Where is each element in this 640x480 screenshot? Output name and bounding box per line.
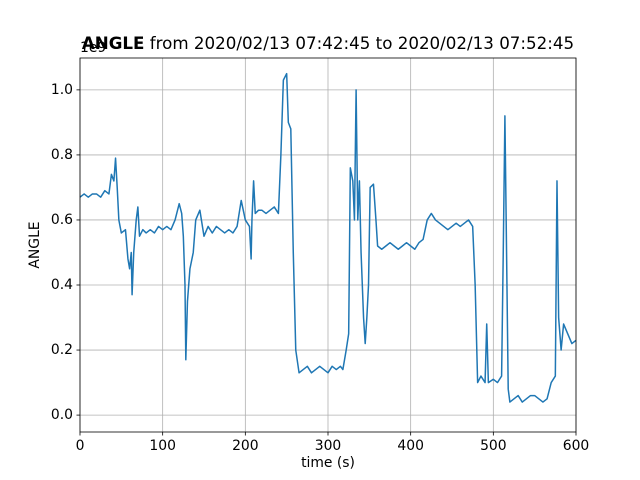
x-tick-label: 200 xyxy=(232,438,259,454)
data-line xyxy=(79,72,577,403)
y-tick-label: 0.6 xyxy=(51,212,73,228)
x-tick-label: 400 xyxy=(397,438,424,454)
x-tick-label: 0 xyxy=(76,438,85,454)
x-tick-label: 600 xyxy=(563,438,590,454)
title-bold: ANGLE xyxy=(82,33,145,53)
x-tick-label: 100 xyxy=(149,438,176,454)
plot-layer xyxy=(79,72,577,403)
x-tick-label: 300 xyxy=(315,438,342,454)
y-axis-label: ANGLE xyxy=(27,221,43,268)
y-tick-label: 0.0 xyxy=(51,407,73,423)
x-axis-label: time (s) xyxy=(301,455,355,471)
y-tick-label: 1.0 xyxy=(51,82,73,98)
x-tick-label: 500 xyxy=(480,438,507,454)
y-tick-label: 0.4 xyxy=(51,277,73,293)
chart-title: ANGLE from 2020/02/13 07:42:45 to 2020/0… xyxy=(82,33,574,53)
label-layer: 0.0 0.2 0.4 0.6 0.8 1.0 0 100 200 300 400 500 600 xyxy=(51,82,589,454)
y-tick-label: 0.2 xyxy=(51,342,73,358)
y-tick-label: 0.8 xyxy=(51,147,73,163)
title-rest: from 2020/02/13 07:42:45 to 2020/02/13 0… xyxy=(144,33,574,53)
offset-label: 1e9 xyxy=(80,40,106,56)
